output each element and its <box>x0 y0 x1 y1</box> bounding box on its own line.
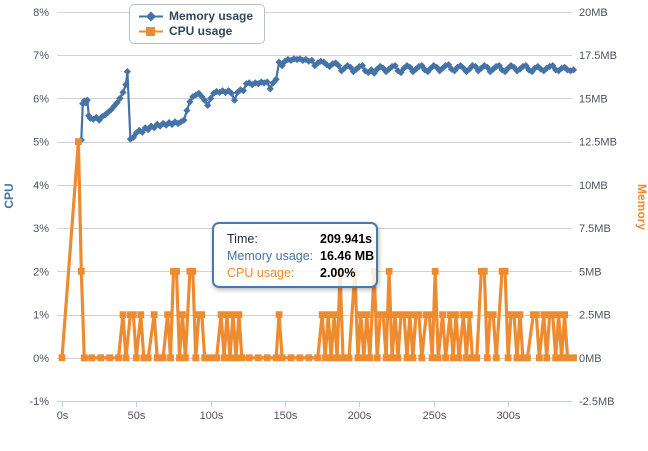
cpu-tick-label: 3% <box>33 223 49 235</box>
cpu-tick-label: -1% <box>29 396 49 408</box>
memory-tick-label: 7.5MB <box>579 223 611 235</box>
cpu-tick-label: 1% <box>33 310 49 322</box>
x-tick-label: 250s <box>423 410 447 422</box>
tooltip-row-cpu: CPU usage: 2.00% <box>227 265 366 282</box>
memory-series-markers <box>77 55 578 144</box>
tooltip-memory-label: Memory usage: <box>227 249 314 263</box>
cpu-tick-label: 4% <box>33 180 49 192</box>
legend-item-cpu-usage[interactable]: CPU usage <box>138 24 253 38</box>
cpu-series-legend-icon <box>139 26 163 36</box>
memory-tick-label: 2.5MB <box>579 310 611 322</box>
tooltip-time-label: Time: <box>227 232 258 246</box>
tooltip-cpu-label: CPU usage: <box>227 266 295 280</box>
x-tick-label: 100s <box>200 410 224 422</box>
memory-tick-label: 17.5MB <box>579 50 617 62</box>
x-tick-label: 0s <box>57 410 69 422</box>
cpu-series <box>58 138 577 362</box>
memory-series-legend-icon <box>139 11 163 21</box>
memory-tick-label: 5MB <box>579 266 602 278</box>
memory-tick-label: 12.5MB <box>579 137 617 149</box>
memory-tick-label: 15MB <box>579 93 608 105</box>
cpu-axis-title: CPU <box>2 183 16 208</box>
cpu-tick-label: 5% <box>33 137 49 149</box>
memory-tick-label: 20MB <box>579 7 608 19</box>
tooltip-row-memory: Memory usage: 16.46 MB <box>227 248 374 265</box>
tooltip-memory-value: 16.46 MB <box>320 249 375 263</box>
cpu-tick-label: 6% <box>33 93 49 105</box>
cpu-tick-label: 7% <box>33 50 49 62</box>
x-tick-label: 300s <box>497 410 521 422</box>
memory-axis-labels: 20MB 17.5MB 15MB 12.5MB 10MB 7.5MB 5MB 2.5MB 0MB… <box>579 7 617 408</box>
cpu-tick-label: 8% <box>33 7 49 19</box>
memory-tick-label: 0MB <box>579 353 602 365</box>
cpu-axis-labels: 8% 7% 6% 5% 4% 3% 2% 1% 0% -1% <box>29 7 49 408</box>
x-tick-label: 150s <box>274 410 298 422</box>
tooltip: Time: 209.941s Memory usage: 16.46 MB CP… <box>212 222 378 288</box>
memory-tick-label: 10MB <box>579 180 608 192</box>
x-tick-label: 200s <box>348 410 372 422</box>
tooltip-row-time: Time: 209.941s <box>227 231 372 248</box>
cpu-tick-label: 0% <box>33 353 49 365</box>
memory-tick-label: -2.5MB <box>579 396 614 408</box>
tooltip-cpu-value: 2.00% <box>320 266 356 280</box>
legend: Memory usage CPU usage <box>129 4 266 44</box>
legend-label-cpu-usage: CPU usage <box>169 24 233 38</box>
legend-item-memory-usage[interactable]: Memory usage <box>138 9 253 23</box>
memory-axis-title: Memory <box>635 184 648 230</box>
cpu-tick-label: 2% <box>33 266 49 278</box>
legend-label-memory-usage: Memory usage <box>169 9 254 23</box>
memory-series <box>77 55 578 144</box>
x-tick-label: 50s <box>128 410 146 422</box>
tooltip-time-value: 209.941s <box>320 232 373 246</box>
x-axis: 0s 50s 100s 150s 200s 250s 300s <box>57 401 572 422</box>
